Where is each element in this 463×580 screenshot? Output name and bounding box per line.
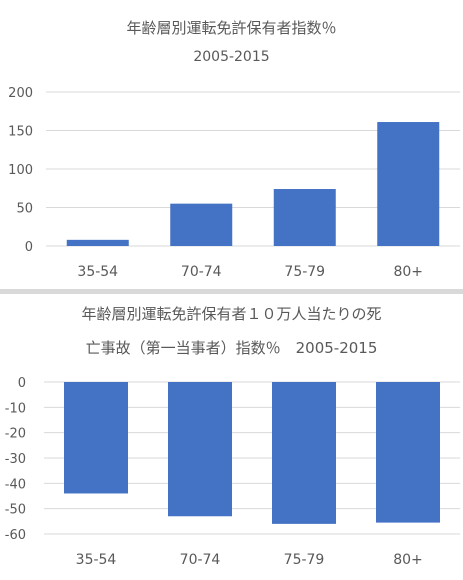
chart-panel-1: 年齢層別運転免許保有者指数％ 2005-2015 0 50 100 150 200 35-… <box>0 0 463 289</box>
chart1-ytick-label: -10 <box>5 401 26 416</box>
chart1-ytick-label: -60 <box>5 528 26 543</box>
chart0-category-label: 80+ <box>393 264 423 280</box>
chart0-ytick-label: 0 <box>25 240 33 255</box>
chart1-title: 年齢層別運転免許保有者指数％ <box>126 19 337 37</box>
chart1-category-label: 75-79 <box>284 552 325 568</box>
chart1-ytick-label: -50 <box>5 503 26 518</box>
chart0-bar <box>273 189 336 246</box>
chart1-ytick-label: 0 <box>18 376 26 391</box>
chart1-ytick-label: -20 <box>5 427 26 442</box>
chart1-svg: 0 50 100 150 200 35-54 70-74 75-79 80+ <box>8 86 460 280</box>
chart1-bar <box>376 382 440 523</box>
chart1-ytick-label: -30 <box>5 452 26 467</box>
chart1-bar <box>64 382 128 494</box>
chart0-bar <box>170 203 233 246</box>
chart2-title-line2: 亡事故（第一当事者）指数％ 2005-2015 <box>85 339 378 357</box>
chart2-svg: 0 -10 -20 -30 -40 -50 -60 35-54 70-74 75-79 80+ <box>5 376 460 568</box>
chart2-title-line1: 年齢層別運転免許保有者１０万人当たりの死 <box>81 305 382 323</box>
chart1-bar <box>272 382 336 524</box>
chart0-ytick-label: 100 <box>8 163 33 178</box>
chart0-bar <box>66 239 129 246</box>
chart0-ytick-label: 50 <box>16 202 33 217</box>
chart1-category-label: 80+ <box>393 552 423 568</box>
panel-divider <box>0 289 463 294</box>
chart1-category-label: 70-74 <box>180 552 221 568</box>
chart0-ytick-label: 150 <box>8 125 33 140</box>
chart-panel-2: 年齢層別運転免許保有者１０万人当たりの死 亡事故（第一当事者）指数％ 2005-… <box>0 294 463 580</box>
chart1-ytick-label: -40 <box>5 477 26 492</box>
chart1-bar <box>168 382 232 517</box>
chart0-category-label: 70-74 <box>181 264 222 280</box>
chart0-category-label: 35-54 <box>77 264 118 280</box>
chart1-category-label: 35-54 <box>76 552 117 568</box>
chart1-subtitle: 2005-2015 <box>193 49 270 65</box>
chart0-bar <box>377 122 440 246</box>
chart0-category-label: 75-79 <box>284 264 325 280</box>
chart0-ytick-label: 200 <box>8 86 33 101</box>
